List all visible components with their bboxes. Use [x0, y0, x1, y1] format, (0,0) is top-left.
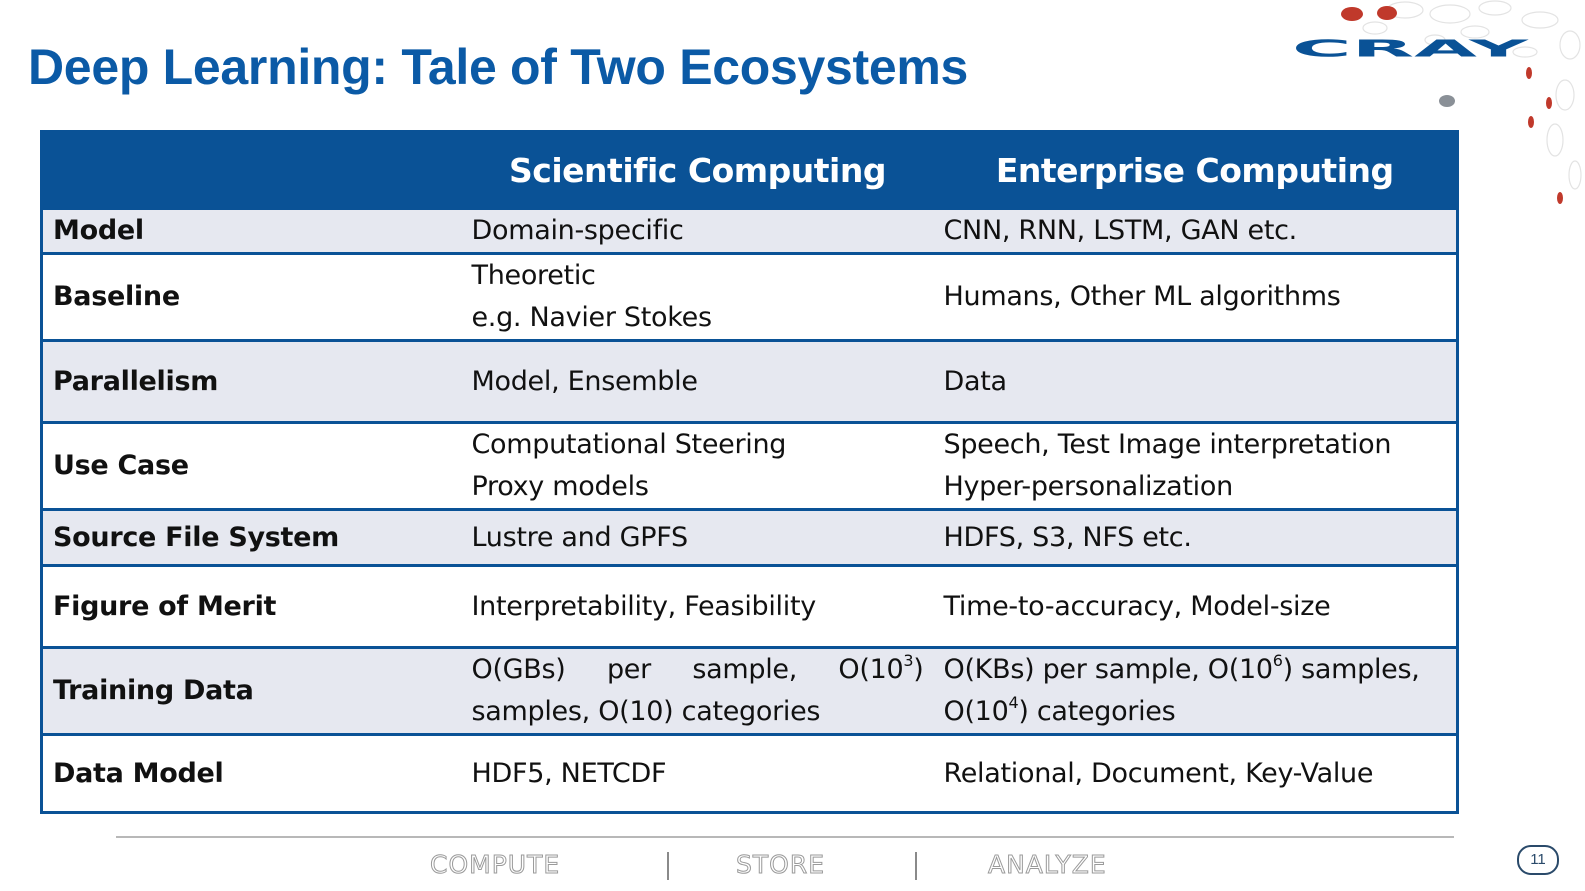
row-label-parallelism: Parallelism [41, 339, 462, 423]
cell-scientific: Domain-specific [461, 207, 934, 254]
table-row: Source File System Lustre and GPFS HDFS,… [41, 508, 1458, 566]
footer-store: STORE [736, 850, 825, 880]
table-row: Parallelism Model, Ensemble Data [41, 339, 1458, 423]
table-row: Training Data O(GBs) per sample, O(103) … [41, 646, 1458, 735]
cell-scientific: HDF5, NETCDF [461, 733, 934, 813]
cell-scientific: Model, Ensemble [461, 339, 934, 423]
footer-separator [667, 852, 669, 880]
row-label-baseline: Baseline [41, 252, 462, 341]
row-label-source-file-system: Source File System [41, 508, 462, 566]
cell-enterprise: O(KBs) per sample, O(106) samples, O(104… [933, 646, 1458, 735]
table-header-row: Scientific Computing Enterprise Computin… [41, 131, 1458, 209]
cell-enterprise: HDFS, S3, NFS etc. [933, 508, 1458, 566]
decorative-dots-pattern [1341, 0, 1582, 204]
table-row: Baseline Theoretic e.g. Navier Stokes Hu… [41, 252, 1458, 341]
cell-scientific: Computational Steering Proxy models [461, 421, 934, 510]
row-label-use-case: Use Case [41, 421, 462, 510]
cell-scientific: Theoretic e.g. Navier Stokes [461, 252, 934, 341]
cell-enterprise: Humans, Other ML algorithms [933, 252, 1458, 341]
table-row: Figure of Merit Interpretability, Feasib… [41, 564, 1458, 648]
header-scientific-computing: Scientific Computing [461, 131, 934, 209]
row-label-training-data: Training Data [41, 646, 462, 735]
cell-enterprise: CNN, RNN, LSTM, GAN etc. [933, 207, 1458, 254]
footer-divider [116, 836, 1454, 838]
cell-enterprise: Data [933, 339, 1458, 423]
cell-scientific: O(GBs) per sample, O(103) samples, O(10)… [461, 646, 934, 735]
row-label-figure-of-merit: Figure of Merit [41, 564, 462, 648]
cell-scientific: Lustre and GPFS [461, 508, 934, 566]
footer-separator [915, 852, 917, 880]
table-row: Use Case Computational Steering Proxy mo… [41, 421, 1458, 510]
comparison-table: Scientific Computing Enterprise Computin… [40, 130, 1459, 814]
footer-analyze: ANALYZE [988, 850, 1107, 880]
row-label-data-model: Data Model [41, 733, 462, 813]
svg-text:CRAY: CRAY [1292, 35, 1529, 62]
cell-enterprise: Time-to-accuracy, Model-size [933, 564, 1458, 648]
table-row: Data Model HDF5, NETCDF Relational, Docu… [41, 733, 1458, 813]
cray-logo: CRAY [1292, 35, 1529, 62]
cell-scientific: Interpretability, Feasibility [461, 564, 934, 648]
slide-title: Deep Learning: Tale of Two Ecosystems [28, 39, 969, 95]
cell-enterprise: Speech, Test Image interpretation Hyper-… [933, 421, 1458, 510]
footer-compute: COMPUTE [429, 850, 561, 880]
cell-enterprise: Relational, Document, Key-Value [933, 733, 1458, 813]
row-label-model: Model [41, 207, 462, 254]
header-empty [41, 131, 462, 209]
page-number-badge: 11 [1517, 845, 1559, 875]
header-enterprise-computing: Enterprise Computing [933, 131, 1458, 209]
table-row: Model Domain-specific CNN, RNN, LSTM, GA… [41, 207, 1458, 254]
